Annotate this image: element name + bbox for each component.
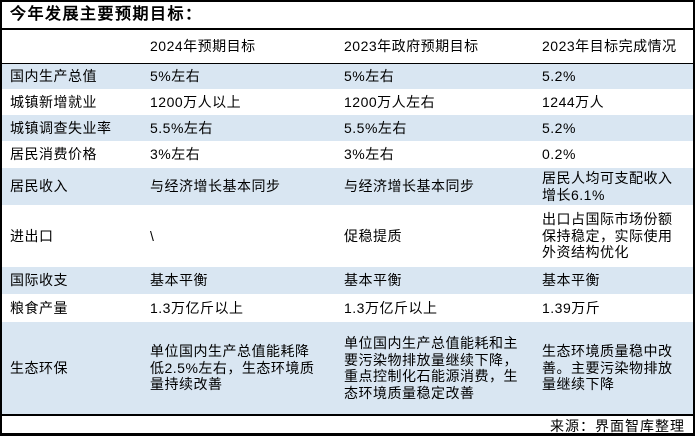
table-body: 国内生产总值 5%左右 5%左右 5.2% 城镇新增就业 1200万人以上 12… [2, 63, 693, 415]
row-label: 居民收入 [10, 178, 68, 195]
cell-2023-completion: 1244万人 [542, 93, 605, 110]
cell-2023-completion: 出口占国际市场份额 保持稳定，实际使用 外资结构优化 [542, 211, 673, 261]
column-header-2024-target: 2024年预期目标 [142, 30, 336, 64]
cell-2024-target: 5%左右 [150, 67, 201, 84]
cell-2024-target: 基本平衡 [150, 272, 208, 289]
cell-2024-target: 与经济增长基本同步 [150, 178, 281, 195]
table-row-cpi: 居民消费价格 3%左右 3%左右 0.2% [2, 141, 693, 168]
cell-2023-gov-target: 1.3万亿斤以上 [344, 299, 438, 316]
table-row-ecology: 生态环保 单位国内生产总值能耗降 低2.5%左右，生态环境质 量持续改善 单位国… [2, 322, 693, 415]
source-attribution: 来源：界面智库整理 [2, 414, 693, 433]
cell-2024-target: 单位国内生产总值能耗降 低2.5%左右，生态环境质 量持续改善 [150, 343, 315, 393]
row-label: 城镇调查失业率 [10, 119, 112, 136]
column-header-2023-completion: 2023年目标完成情况 [534, 30, 693, 64]
cell-2023-completion: 5.2% [542, 119, 576, 136]
cell-2023-gov-target: 5.5%左右 [344, 119, 407, 136]
cell-2023-gov-target: 促稳提质 [344, 227, 402, 244]
row-label: 国内生产总值 [10, 67, 97, 84]
page-title: 今年发展主要预期目标： [2, 2, 693, 30]
column-header-blank [2, 30, 142, 64]
table-row-gdp: 国内生产总值 5%左右 5%左右 5.2% [2, 63, 693, 89]
table-row-new-jobs: 城镇新增就业 1200万人以上 1200万人左右 1244万人 [2, 89, 693, 115]
cell-2023-gov-target: 3%左右 [344, 146, 395, 163]
table-header: 2024年预期目标 2023年政府预期目标 2023年目标完成情况 [2, 30, 693, 64]
cell-2024-target: \ [150, 227, 155, 244]
targets-table: 2024年预期目标 2023年政府预期目标 2023年目标完成情况 国内生产总值… [2, 30, 693, 415]
cell-2023-gov-target: 基本平衡 [344, 272, 402, 289]
cell-2024-target: 1.3万亿斤以上 [150, 299, 244, 316]
row-label: 粮食产量 [10, 299, 68, 316]
cell-2024-target: 5.5%左右 [150, 119, 213, 136]
cell-2024-target: 3%左右 [150, 146, 201, 163]
table-row-balance-of-payments: 国际收支 基本平衡 基本平衡 基本平衡 [2, 267, 693, 295]
cell-2023-gov-target: 5%左右 [344, 67, 395, 84]
cell-2023-completion: 0.2% [542, 146, 576, 163]
row-label: 城镇新增就业 [10, 93, 97, 110]
row-label: 居民消费价格 [10, 146, 97, 163]
table-row-grain-output: 粮食产量 1.3万亿斤以上 1.3万亿斤以上 1.39万斤 [2, 294, 693, 323]
table-row-unemployment: 城镇调查失业率 5.5%左右 5.5%左右 5.2% [2, 115, 693, 141]
cell-2023-completion: 5.2% [542, 67, 576, 84]
cell-2023-completion: 基本平衡 [542, 272, 600, 289]
cell-2023-gov-target: 与经济增长基本同步 [344, 178, 475, 195]
table-row-trade: 进出口 \ 促稳提质 出口占国际市场份额 保持稳定，实际使用 外资结构优化 [2, 205, 693, 268]
cell-2023-gov-target: 1200万人左右 [344, 93, 436, 110]
table-row-income: 居民收入 与经济增长基本同步 与经济增长基本同步 居民人均可支配收入 增长6.1… [2, 168, 693, 206]
cell-2023-completion: 生态环境质量稳中改 善。主要污染物排放 量继续下降 [542, 343, 673, 393]
header-row: 2024年预期目标 2023年政府预期目标 2023年目标完成情况 [2, 30, 693, 64]
cell-2024-target: 1200万人以上 [150, 93, 242, 110]
cell-2023-gov-target: 单位国内生产总值能耗和主 要污染物排放量继续下降， 重点控制化石能源消费，生 态… [344, 335, 518, 401]
cell-2023-completion: 1.39万斤 [542, 299, 601, 316]
cell-2023-completion: 居民人均可支配收入 增长6.1% [542, 170, 673, 203]
row-label: 国际收支 [10, 272, 68, 289]
row-label: 进出口 [10, 227, 54, 244]
column-header-2023-gov-target: 2023年政府预期目标 [336, 30, 534, 64]
row-label: 生态环保 [10, 359, 68, 376]
